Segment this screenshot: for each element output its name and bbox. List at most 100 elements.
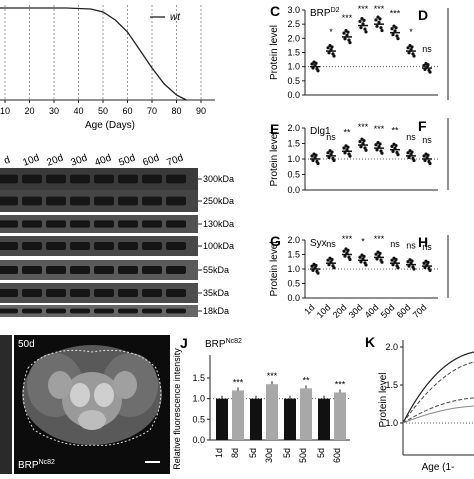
lane-label: 10d: [21, 153, 40, 169]
blot-band: [94, 308, 114, 314]
panel-letter: G: [270, 233, 281, 249]
survival-tick-label: 30: [49, 106, 59, 116]
blot-band: [0, 266, 18, 274]
bar: [318, 398, 330, 440]
significance-label: ***: [374, 124, 385, 134]
lane-label: 60d: [141, 153, 160, 169]
data-point: [378, 251, 382, 255]
data-point: [374, 18, 378, 22]
bar: [216, 398, 228, 440]
survival-tick-label: 90: [196, 106, 206, 116]
y-tick-label: 0.0: [192, 435, 205, 445]
data-point: [364, 148, 368, 152]
blot-band: [118, 196, 138, 206]
data-point: [428, 268, 432, 273]
brain-tissue: [22, 345, 162, 446]
y-tick-label: 1.0: [287, 264, 300, 274]
western-blot-panel: d 10d 20d 30d 40d 50d 60d 70d 300kDa 250kDa 130kD…: [0, 153, 234, 317]
bar: [334, 392, 346, 440]
marker-label: 100kDa: [203, 241, 234, 251]
blot-band: [118, 220, 138, 228]
blot-band: [22, 308, 42, 314]
panel-letter: E: [270, 121, 279, 137]
significance-label: **: [302, 375, 310, 385]
survival-tick-label: 70: [147, 106, 157, 116]
data-point: [316, 161, 320, 166]
data-point: [410, 150, 414, 154]
blot-band: [166, 289, 186, 297]
blot-band: [94, 196, 114, 206]
k-curve-1: [402, 351, 474, 424]
k-curve-3: [402, 397, 474, 424]
blot-band: [46, 289, 66, 297]
lane-label: 50d: [117, 153, 136, 169]
blot-band: [142, 196, 162, 206]
y-axis-label: Protein level: [269, 25, 280, 80]
significance-label: ns: [422, 135, 432, 145]
marker-label: 55kDa: [203, 265, 229, 275]
blot-band: [70, 196, 90, 206]
data-point: [364, 263, 368, 267]
survival-curve: [0, 7, 187, 101]
significance-label: ***: [335, 379, 346, 389]
blot-band: [70, 289, 90, 297]
y-tick-label: 1.0: [192, 394, 205, 404]
data-point: [332, 54, 336, 58]
data-point: [362, 18, 366, 22]
data-point: [393, 29, 397, 33]
line-panel-k: K 1.0 1.5 2.0 Protein level Age (1-: [365, 334, 474, 473]
y-tick-label: 0.5: [287, 76, 300, 86]
y-tick-label: 2.5: [287, 19, 300, 29]
y-tick-label: 1.0: [287, 62, 300, 72]
significance-label: ***: [374, 4, 385, 14]
data-point: [426, 63, 430, 67]
blot-band: [22, 266, 42, 274]
k-y-tick-label: 1.5: [385, 380, 398, 390]
data-point: [422, 261, 426, 265]
y-tick-label: 0.0: [287, 185, 300, 195]
y-tick-label: 0.5: [192, 414, 205, 424]
blot-band: [166, 266, 186, 274]
data-point: [396, 266, 400, 270]
data-point: [348, 154, 352, 158]
panel-f-stub: F: [418, 118, 449, 190]
survival-tick-label: 60: [122, 106, 132, 116]
marker-label: 35kDa: [203, 288, 229, 298]
lane-label: 30d: [69, 153, 88, 169]
blot-band: [142, 174, 162, 184]
data-point: [327, 51, 331, 55]
x-tick-label: 40d: [363, 302, 381, 320]
blot-band: [166, 242, 186, 250]
data-point: [379, 26, 383, 30]
blot-band: [142, 242, 162, 250]
x-tick-label: 10d: [315, 302, 333, 320]
y-axis-label: Protein level: [269, 241, 280, 296]
data-point: [343, 37, 347, 41]
image-left-strip: [0, 335, 12, 474]
blot-band: [118, 174, 138, 184]
data-point: [396, 153, 400, 157]
blot-band: [0, 242, 18, 250]
blot-band: [0, 220, 18, 228]
significance-label: ns: [422, 242, 432, 252]
x-tick-label: 50d: [379, 302, 397, 320]
lane-label: d: [3, 155, 12, 167]
data-point: [380, 151, 384, 155]
x-tick-label: 30d: [264, 448, 274, 463]
data-point: [330, 150, 334, 154]
blot-band: [166, 174, 186, 184]
y-tick-label: 2.0: [287, 123, 300, 133]
data-point: [346, 248, 350, 252]
blot-band: [0, 308, 18, 314]
blot-band: [118, 242, 138, 250]
blot-band: [142, 266, 162, 274]
data-point: [330, 257, 334, 262]
bar-panel-j: J BRPNc82 0.0 0.5 1.0 1.5 Relative fluorescenc…: [172, 335, 350, 470]
data-point: [377, 20, 381, 24]
panel-title: BRPNc82: [205, 338, 242, 350]
x-tick-label: 1d: [302, 302, 316, 316]
data-point: [380, 260, 384, 264]
